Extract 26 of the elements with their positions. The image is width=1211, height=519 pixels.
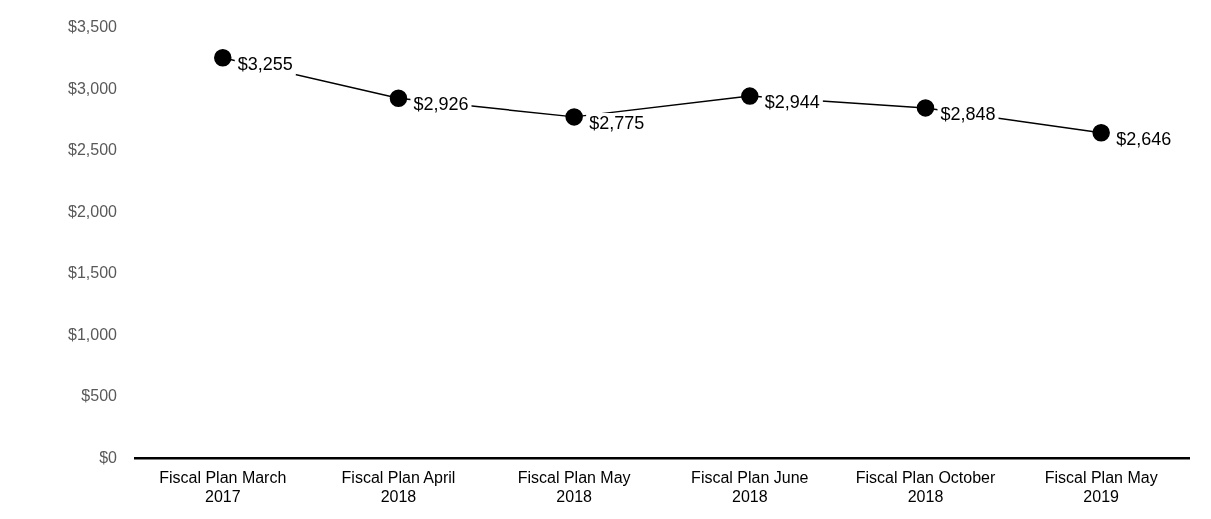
point bbox=[389, 89, 408, 108]
y-tick-label: $0 bbox=[99, 449, 118, 467]
point bbox=[1092, 124, 1110, 142]
data-label: $2,944 bbox=[764, 92, 820, 113]
y-tick-label: $1,500 bbox=[68, 264, 118, 282]
x-tick-label: Fiscal Plan May 2018 bbox=[517, 468, 631, 505]
y-tick-label: $3,500 bbox=[68, 18, 118, 36]
y-tick-label: $1,000 bbox=[68, 325, 118, 343]
data-label: $2,848 bbox=[940, 103, 996, 124]
x-tick-label: Fiscal Plan April 2018 bbox=[341, 468, 456, 505]
y-tick-label: $3,000 bbox=[68, 79, 118, 97]
x-tick-label: Fiscal Plan March 2017 bbox=[159, 468, 287, 505]
y-tick-label: $500 bbox=[81, 387, 118, 405]
data-label: $3,255 bbox=[237, 53, 293, 74]
x-tick-label: Fiscal Plan May 2019 bbox=[1044, 468, 1158, 505]
x-tick-label: Fiscal Plan October 2018 bbox=[855, 468, 996, 505]
point bbox=[741, 87, 759, 105]
y-tick-label: $2,500 bbox=[68, 141, 118, 159]
y-tick-label: $2,000 bbox=[68, 202, 118, 220]
data-label: $2,775 bbox=[589, 112, 645, 133]
data-label: $2,646 bbox=[1116, 128, 1172, 149]
point bbox=[565, 108, 583, 126]
x-tick-label: Fiscal Plan June 2018 bbox=[691, 468, 809, 505]
point bbox=[916, 99, 935, 117]
data-label: $2,926 bbox=[413, 94, 469, 115]
point bbox=[214, 49, 232, 67]
